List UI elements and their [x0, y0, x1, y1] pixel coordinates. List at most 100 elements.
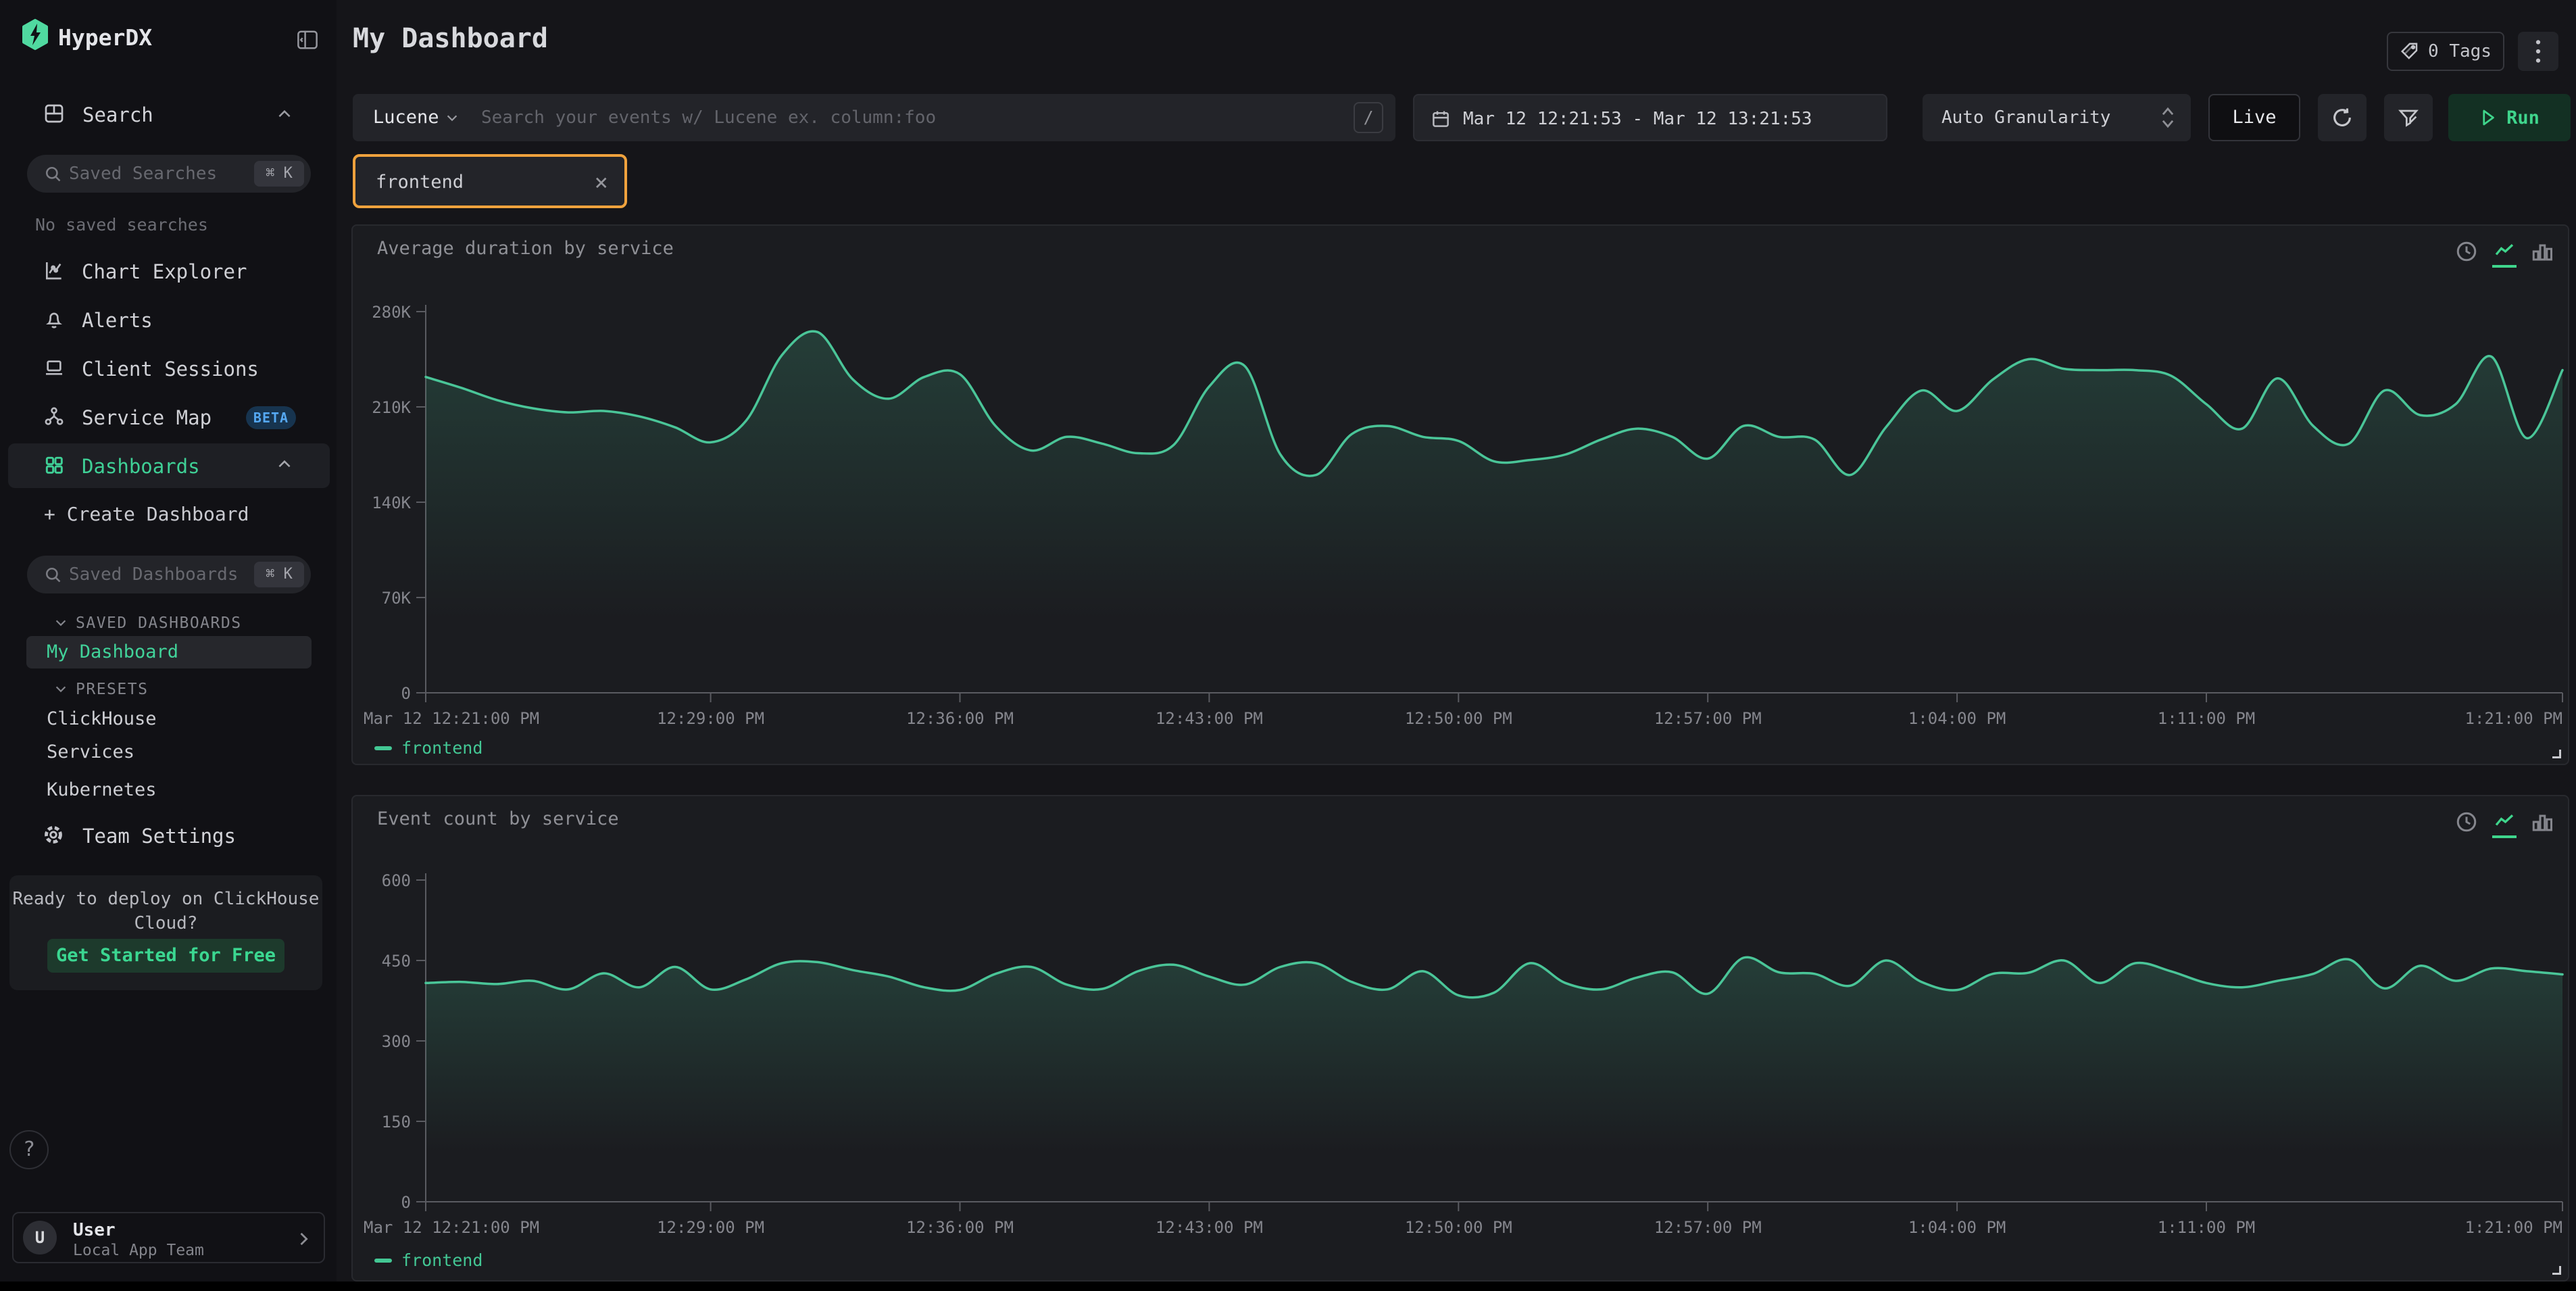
svg-text:12:50:00 PM: 12:50:00 PM — [1405, 709, 1512, 728]
saved-searches-input[interactable]: Saved Searches ⌘ K — [27, 155, 311, 193]
user-name: User — [73, 1220, 116, 1240]
filter-chip-frontend[interactable]: frontend × — [353, 154, 627, 208]
event-count-chart[interactable]: 0150300450600Mar 12 12:21:00 PM12:29:00 … — [353, 796, 2568, 1280]
search-section-icon — [43, 103, 65, 124]
shortcut-badge: ⌘ K — [254, 562, 304, 587]
hyperdx-logo-icon — [22, 19, 49, 50]
tags-button[interactable]: 0 Tags — [2387, 32, 2504, 71]
chip-label: frontend — [376, 172, 464, 193]
help-button[interactable]: ? — [9, 1130, 49, 1169]
history-clock-icon[interactable] — [2454, 239, 2479, 264]
sidebar-item-search[interactable]: Search — [0, 100, 337, 130]
chevron-down-icon — [53, 682, 68, 696]
chart-title: Average duration by service — [377, 238, 674, 259]
saved-dashboards-group[interactable]: SAVED DASHBOARDS — [0, 611, 337, 634]
chevron-down-icon — [53, 616, 68, 629]
granularity-select[interactable]: Auto Granularity — [1923, 94, 2191, 141]
promo-text: Cloud? — [9, 913, 322, 933]
chart-toolbar — [2454, 810, 2554, 834]
sidebar-collapse-icon[interactable] — [296, 30, 319, 50]
create-dashboard-button[interactable]: + Create Dashboard — [44, 503, 249, 525]
time-range-value: Mar 12 12:21:53 - Mar 12 13:21:53 — [1463, 109, 1812, 129]
history-clock-icon[interactable] — [2454, 810, 2479, 834]
svg-text:12:57:00 PM: 12:57:00 PM — [1654, 709, 1762, 728]
legend-series-dash — [374, 1259, 392, 1263]
svg-text:12:50:00 PM: 12:50:00 PM — [1405, 1218, 1512, 1237]
chevron-right-icon — [295, 1229, 312, 1248]
chart-legend: frontend — [374, 1250, 482, 1270]
main-content: My Dashboard 0 Tags Lucene Search your e… — [337, 0, 2576, 1282]
beta-badge: BETA — [246, 406, 296, 429]
svg-text:12:29:00 PM: 12:29:00 PM — [657, 709, 764, 728]
svg-text:1:21:00 PM: 1:21:00 PM — [2465, 1218, 2563, 1237]
tags-label: 0 Tags — [2428, 41, 2492, 62]
bar-chart-icon[interactable] — [2530, 810, 2554, 834]
filter-funnel-icon — [2398, 107, 2419, 128]
svg-text:1:11:00 PM: 1:11:00 PM — [2158, 1218, 2256, 1237]
sidebar-item-services[interactable]: Services — [47, 737, 134, 767]
svg-text:280K: 280K — [372, 303, 411, 322]
bar-chart-icon[interactable] — [2530, 239, 2554, 264]
sidebar-item-kubernetes[interactable]: Kubernetes — [47, 775, 157, 805]
shortcut-badge: ⌘ K — [254, 161, 304, 187]
search-input[interactable]: Search your events w/ Lucene ex. column:… — [481, 107, 936, 128]
svg-text:12:43:00 PM: 12:43:00 PM — [1156, 709, 1263, 728]
sidebar-item-my-dashboard[interactable]: My Dashboard — [26, 636, 312, 668]
svg-text:0: 0 — [401, 1193, 411, 1212]
language-select[interactable]: Lucene — [373, 107, 439, 128]
chart-explorer-icon — [43, 260, 65, 281]
get-started-button[interactable]: Get Started for Free — [47, 939, 284, 973]
sidebar-item-clickhouse[interactable]: ClickHouse — [47, 704, 157, 734]
average-duration-chart[interactable]: 070K140K210K280KMar 12 12:21:00 PM12:29:… — [353, 226, 2568, 764]
slash-shortcut-badge: / — [1354, 102, 1383, 133]
panel-resize-handle[interactable] — [2552, 1266, 2561, 1275]
user-menu[interactable]: U User Local App Team — [12, 1212, 325, 1263]
search-icon — [43, 164, 62, 183]
sidebar-item-dashboards[interactable]: Dashboards — [8, 443, 330, 488]
svg-text:450: 450 — [382, 952, 411, 971]
chevron-down-icon — [445, 112, 460, 125]
line-chart-icon[interactable] — [2492, 239, 2517, 264]
svg-text:70K: 70K — [382, 589, 412, 608]
refresh-button[interactable] — [2318, 94, 2367, 141]
chevron-updown-icon — [2160, 105, 2176, 130]
chevron-up-icon — [276, 457, 293, 472]
legend-series-dash — [374, 746, 392, 750]
chevron-up-icon — [276, 107, 293, 122]
tag-icon — [2400, 41, 2420, 62]
run-label: Run — [2506, 107, 2540, 128]
gear-icon — [42, 823, 65, 846]
dashboard-menu-button[interactable] — [2518, 32, 2558, 71]
svg-text:140K: 140K — [372, 493, 411, 512]
panel-resize-handle[interactable] — [2552, 750, 2561, 758]
avatar: U — [23, 1221, 57, 1255]
sidebar-item-client-sessions[interactable]: Client Sessions — [0, 349, 337, 388]
time-range-picker[interactable]: Mar 12 12:21:53 - Mar 12 13:21:53 — [1413, 94, 1887, 141]
sidebar-item-team-settings[interactable]: Team Settings — [0, 817, 337, 853]
svg-text:1:21:00 PM: 1:21:00 PM — [2465, 709, 2563, 728]
filters-button[interactable] — [2384, 94, 2433, 141]
svg-text:1:04:00 PM: 1:04:00 PM — [1908, 709, 2006, 728]
chart-legend: frontend — [374, 738, 482, 758]
svg-text:12:36:00 PM: 12:36:00 PM — [906, 1218, 1014, 1237]
saved-dashboards-input[interactable]: Saved Dashboards ⌘ K — [27, 556, 311, 593]
close-icon[interactable]: × — [595, 169, 608, 196]
sidebar-item-alerts[interactable]: Alerts — [0, 300, 337, 339]
clickhouse-promo-card: Ready to deploy on ClickHouse Cloud? Get… — [9, 875, 322, 990]
presets-group[interactable]: PRESETS — [0, 677, 337, 700]
event-search-bar: Lucene Search your events w/ Lucene ex. … — [353, 94, 1395, 141]
chart-panel-average-duration: 070K140K210K280KMar 12 12:21:00 PM12:29:… — [351, 224, 2569, 765]
sidebar-item-chart-explorer[interactable]: Chart Explorer — [0, 251, 337, 291]
svg-text:600: 600 — [382, 871, 411, 890]
dashboards-grid-icon — [43, 454, 65, 476]
promo-text: Ready to deploy on ClickHouse — [9, 889, 322, 909]
run-button[interactable]: Run — [2448, 94, 2571, 141]
chart-toolbar — [2454, 239, 2554, 264]
chart-title: Event count by service — [377, 808, 619, 829]
legend-series-label: frontend — [401, 1250, 482, 1270]
live-button[interactable]: Live — [2208, 94, 2300, 141]
app-logo-title: HyperDX — [58, 24, 152, 51]
line-chart-icon[interactable] — [2492, 810, 2517, 834]
search-icon — [43, 565, 62, 584]
svg-text:0: 0 — [401, 684, 411, 703]
